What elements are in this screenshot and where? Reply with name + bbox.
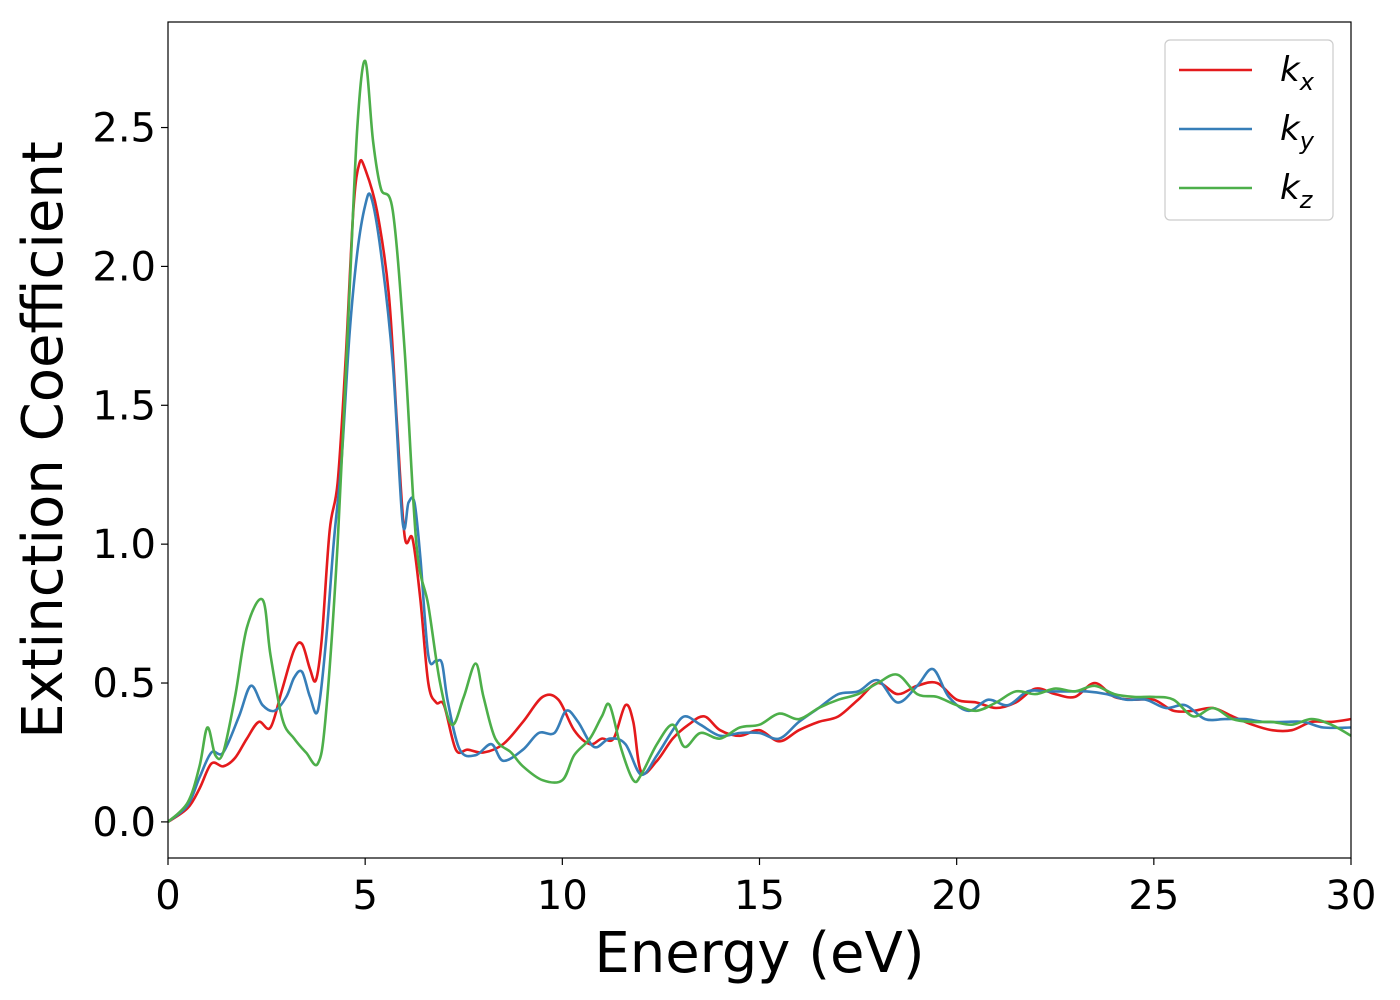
- x-tick-label: 25: [1128, 873, 1179, 919]
- y-tick-label: 1.0: [92, 522, 156, 568]
- y-tick-label: 2.5: [92, 106, 156, 152]
- y-tick-label: 1.5: [92, 383, 156, 429]
- x-tick-label: 10: [537, 873, 588, 919]
- x-tick-label: 5: [352, 873, 377, 919]
- plot-lines: [168, 59, 1351, 823]
- y-axis: 0.0 0.5 1.0 1.5 2.0 2.5: [92, 106, 168, 846]
- x-axis-title: Energy (eV): [594, 921, 924, 986]
- y-tick-label: 2.0: [92, 244, 156, 290]
- series-line-x: [168, 158, 1351, 823]
- legend-label-x: kx: [1280, 50, 1315, 96]
- x-tick-label: 20: [931, 873, 982, 919]
- x-axis: 0 5 10 15 20 25 30: [155, 858, 1376, 919]
- x-tick-label: 0: [155, 873, 180, 919]
- x-tick-label: 30: [1326, 873, 1377, 919]
- legend-label-y: ky: [1280, 109, 1315, 155]
- y-axis-title: Extinction Coefficient: [11, 141, 76, 739]
- legend: kx ky kz: [1164, 39, 1334, 221]
- series-line-z: [168, 59, 1351, 823]
- series-line-y: [168, 192, 1351, 823]
- y-tick-label: 0.0: [92, 800, 156, 846]
- legend-label-z: kz: [1280, 168, 1314, 214]
- x-tick-label: 15: [734, 873, 785, 919]
- y-tick-label: 0.5: [92, 661, 156, 707]
